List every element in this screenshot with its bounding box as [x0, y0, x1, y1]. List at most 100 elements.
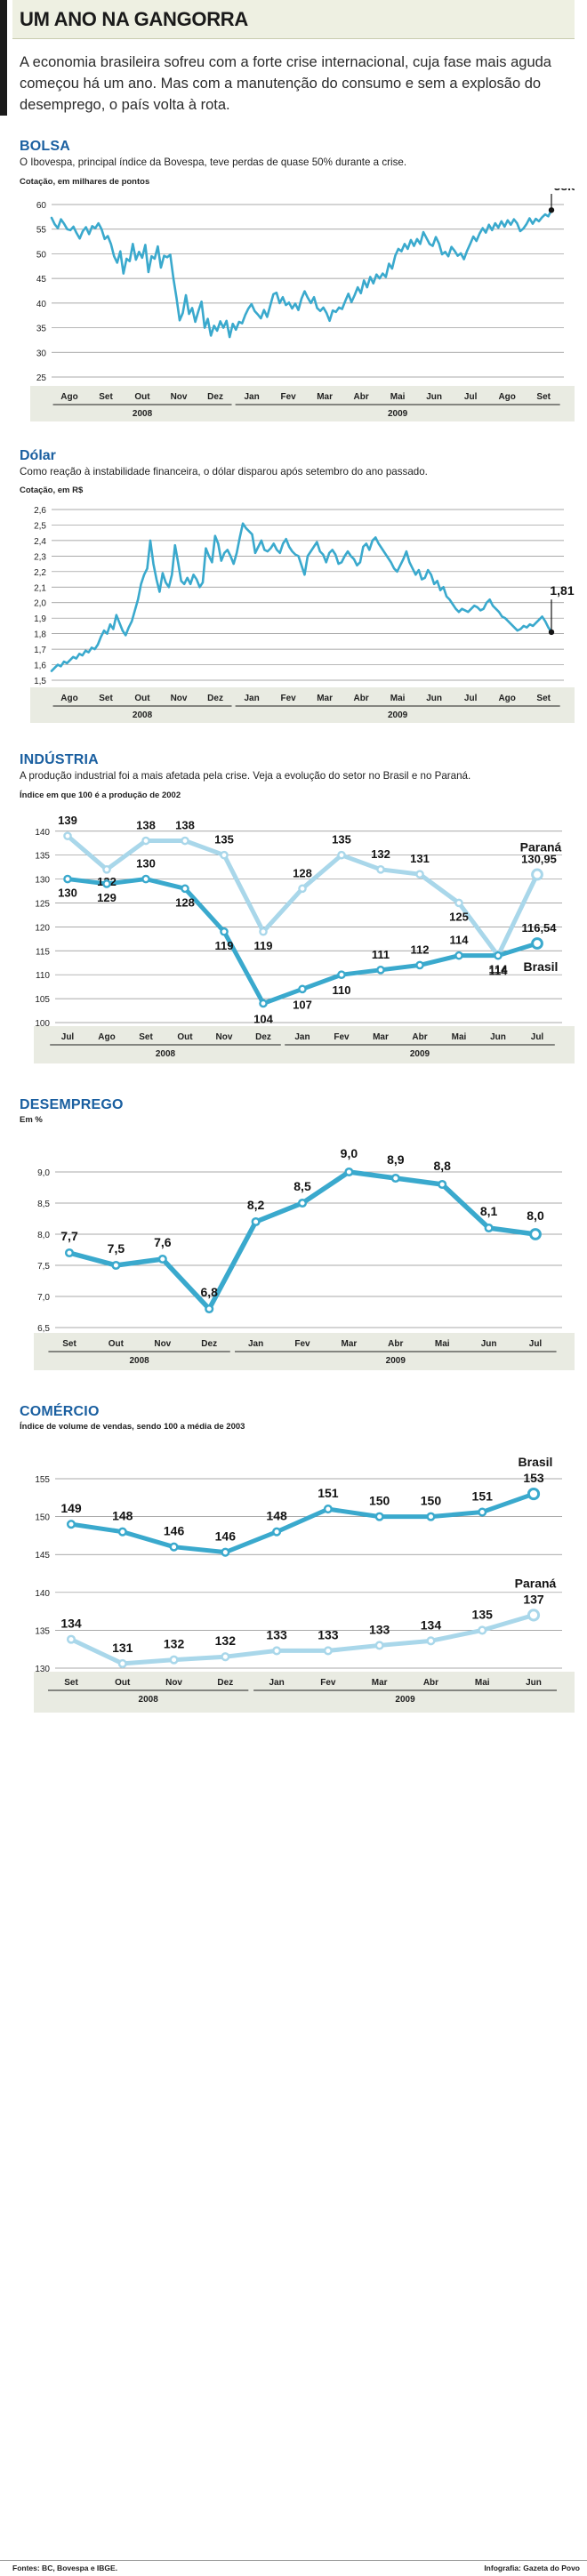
y-tick-label: 150 [35, 1513, 50, 1522]
y-tick-label: 40 [36, 299, 47, 309]
point-label: 149 [60, 1501, 82, 1515]
axis-month-label: Dez [217, 1678, 233, 1688]
y-tick-label: 2,2 [34, 568, 46, 578]
data-point [63, 874, 72, 883]
data-point [494, 951, 503, 959]
point-label: 130,95 [521, 852, 557, 865]
y-tick-label: 7,5 [37, 1262, 50, 1272]
axis-month-label: Ago [98, 1032, 115, 1042]
point-label: 130 [58, 886, 77, 899]
axis-month-label: Mai [435, 1339, 450, 1349]
point-label: 133 [318, 1627, 339, 1641]
data-point [102, 879, 111, 888]
data-point [141, 836, 150, 845]
y-tick-label: 135 [35, 1626, 50, 1636]
point-label: 8,9 [387, 1152, 405, 1167]
data-point [531, 868, 543, 880]
point-label: 114 [450, 933, 470, 946]
axis-month-label: Fev [334, 1032, 350, 1042]
data-point [478, 1506, 487, 1517]
point-label: 153 [523, 1471, 544, 1485]
y-tick-label: 35 [36, 324, 47, 333]
y-tick-label: 125 [35, 899, 50, 909]
dolar-line [50, 522, 553, 672]
data-point [298, 884, 307, 893]
point-label: 138 [175, 818, 195, 831]
point-label: 8,8 [433, 1159, 451, 1173]
lede-paragraph: A economia brasileira sofreu com a forte… [20, 54, 551, 113]
bolsa-end-label: 58.867 [554, 189, 575, 193]
y-tick-label: 8,5 [37, 1200, 50, 1209]
section-bolsa: BOLSA O Ibovespa, principal índice da Bo… [12, 139, 575, 429]
axis-month-label: Jan [248, 1339, 263, 1349]
section-desc-dolar: Como reação à instabilidade financeira, … [20, 465, 428, 477]
axis-month-label: Jun [481, 1339, 497, 1349]
point-label: 128 [293, 866, 312, 879]
point-label: 146 [164, 1523, 185, 1537]
axis-month-label: Ago [498, 694, 515, 703]
footer-sources: Fontes: BC, Bovespa e IBGE. [12, 2564, 118, 2572]
axis-month-label: Out [134, 392, 150, 402]
data-point [374, 1512, 384, 1521]
data-point [297, 1198, 308, 1208]
y-tick-label: 6,5 [37, 1324, 50, 1334]
data-point [454, 951, 463, 959]
point-label: 104 [253, 1012, 273, 1025]
chart-dolar: 1,5 1,6 1,7 1,8 1,9 2,0 2,1 2,2 2,3 2,4 2,5 2,6 1,81… [20, 497, 575, 733]
axis-month-label: Jan [294, 1032, 310, 1042]
data-point [221, 1547, 230, 1557]
axis-month-label: Nov [171, 392, 188, 402]
point-label: 116,54 [521, 920, 557, 934]
chart-bolsa: 25 30 35 40 45 50 55 60 58.867 Ago Set Out Nov Dez Jan… [20, 189, 575, 429]
data-point [272, 1527, 282, 1537]
data-point [376, 965, 385, 975]
axis-month-label: Out [109, 1339, 125, 1349]
y-tick-label: 140 [35, 827, 50, 837]
axis-note-industria: Índice em que 100 é a produção de 2002 [20, 790, 181, 800]
content-column: UM ANO NA GANGORRA A economia brasileira… [12, 0, 575, 1727]
y-tick-label: 1,8 [34, 630, 46, 640]
point-label: 7,7 [60, 1229, 78, 1243]
axis-month-label: Mar [342, 1339, 358, 1349]
axis-month-label: Mai [390, 392, 406, 402]
axis-month-label: Ago [60, 694, 77, 703]
data-point [376, 864, 385, 874]
dolar-end-label: 1,81 [550, 583, 574, 598]
section-title-desemprego: DESEMPREGO [20, 1096, 124, 1112]
axis-month-label: Jul [464, 392, 478, 402]
data-point [454, 898, 463, 907]
data-point [181, 884, 189, 893]
axis-year-label: 2008 [133, 409, 153, 419]
data-point [221, 1651, 230, 1661]
bolsa-line [50, 208, 553, 338]
axis-month-label: Set [99, 694, 113, 703]
y-tick-label: 2,3 [34, 552, 46, 562]
data-point [169, 1542, 179, 1552]
data-point [323, 1645, 333, 1655]
data-point [529, 1227, 542, 1240]
data-point [438, 1179, 447, 1189]
axis-month-label: Jun [426, 392, 442, 402]
axis-month-label: Set [64, 1678, 78, 1688]
data-point [63, 831, 72, 840]
point-label: 8,5 [294, 1179, 311, 1193]
point-label: 133 [266, 1627, 287, 1641]
data-point [337, 969, 346, 979]
data-point [66, 1519, 76, 1529]
y-tick-label: 1,7 [34, 646, 46, 655]
axis-year-label: 2008 [133, 710, 153, 720]
axis-month-label: Set [536, 694, 551, 703]
section-industria: INDÚSTRIA A produção industrial foi a ma… [12, 752, 575, 1078]
data-point [298, 984, 307, 993]
y-tick-label: 9,0 [37, 1168, 50, 1178]
data-point [478, 1625, 487, 1634]
point-label: 114 [489, 962, 509, 975]
point-label: 135 [332, 832, 351, 846]
axis-month-label: Mai [475, 1678, 490, 1688]
axis-month-label: Abr [353, 694, 368, 703]
axis-note-dolar: Cotação, em R$ [20, 486, 84, 495]
point-label: 9,0 [341, 1146, 358, 1160]
axis-month-label: Jun [426, 694, 442, 703]
point-label: 134 [421, 1617, 442, 1632]
y-tick-label: 130 [35, 875, 50, 885]
